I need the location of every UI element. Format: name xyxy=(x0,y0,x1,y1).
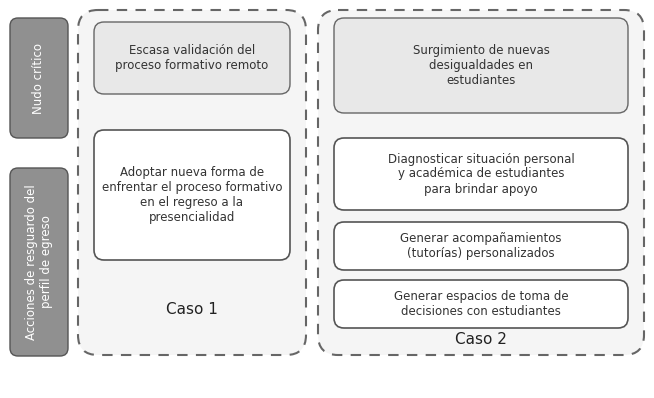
FancyBboxPatch shape xyxy=(94,130,290,260)
Text: Escasa validación del
proceso formativo remoto: Escasa validación del proceso formativo … xyxy=(115,44,269,72)
Text: Diagnosticar situación personal
y académica de estudiantes
para brindar apoyo: Diagnosticar situación personal y académ… xyxy=(388,152,574,195)
FancyBboxPatch shape xyxy=(334,280,628,328)
Text: Generar espacios de toma de
decisiones con estudiantes: Generar espacios de toma de decisiones c… xyxy=(394,290,568,318)
Text: Generar acompañamientos
(tutorías) personalizados: Generar acompañamientos (tutorías) perso… xyxy=(400,232,562,260)
FancyBboxPatch shape xyxy=(334,222,628,270)
Text: Adoptar nueva forma de
enfrentar el proceso formativo
en el regreso a la
presenc: Adoptar nueva forma de enfrentar el proc… xyxy=(102,166,283,224)
FancyBboxPatch shape xyxy=(10,18,68,138)
FancyBboxPatch shape xyxy=(334,138,628,210)
FancyBboxPatch shape xyxy=(10,168,68,356)
Text: Caso 2: Caso 2 xyxy=(455,332,507,347)
Text: Acciones de resguardo del
perfil de egreso: Acciones de resguardo del perfil de egre… xyxy=(25,184,53,340)
FancyBboxPatch shape xyxy=(94,22,290,94)
FancyBboxPatch shape xyxy=(334,18,628,113)
FancyBboxPatch shape xyxy=(318,10,644,355)
Text: Nudo crítico: Nudo crítico xyxy=(33,43,46,113)
Text: Surgimiento de nuevas
desigualdades en
estudiantes: Surgimiento de nuevas desigualdades en e… xyxy=(413,44,549,87)
FancyBboxPatch shape xyxy=(78,10,306,355)
Text: Caso 1: Caso 1 xyxy=(166,302,218,318)
